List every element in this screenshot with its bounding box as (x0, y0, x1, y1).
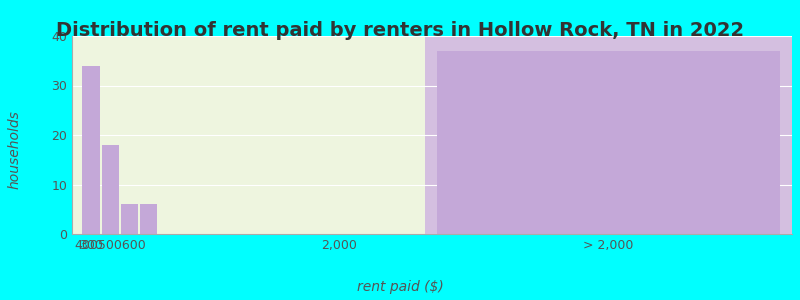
Bar (82, 66, 100, 234)
Bar (102, 145, 118, 234)
Bar (140, 204, 157, 234)
Bar (121, 204, 138, 234)
Text: Distribution of rent paid by renters in Hollow Rock, TN in 2022: Distribution of rent paid by renters in … (56, 21, 744, 40)
Text: rent paid ($): rent paid ($) (357, 280, 443, 294)
Text: households: households (8, 111, 22, 189)
